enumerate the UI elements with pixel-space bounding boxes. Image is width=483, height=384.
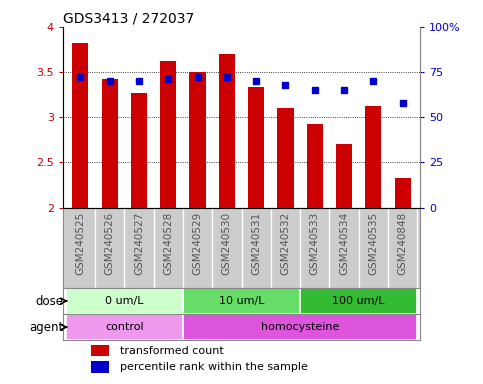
Bar	[101, 79, 118, 208]
Text: GSM240527: GSM240527	[134, 212, 144, 275]
Bar	[189, 72, 206, 208]
Text: homocysteine: homocysteine	[261, 322, 339, 332]
Bar	[91, 361, 109, 373]
Bar	[66, 288, 183, 314]
Bar	[183, 288, 300, 314]
Text: GSM240848: GSM240848	[398, 212, 408, 275]
Text: GSM240531: GSM240531	[251, 212, 261, 275]
Text: GSM240529: GSM240529	[193, 212, 202, 275]
Bar	[395, 178, 411, 208]
Text: control: control	[105, 322, 143, 332]
Text: GSM240533: GSM240533	[310, 212, 320, 275]
Bar	[365, 106, 382, 208]
Bar	[336, 144, 352, 208]
Text: dose: dose	[35, 295, 63, 308]
Bar	[277, 108, 294, 208]
Bar	[72, 43, 88, 208]
Text: GSM240528: GSM240528	[163, 212, 173, 275]
Text: 10 um/L: 10 um/L	[219, 296, 264, 306]
Text: percentile rank within the sample: percentile rank within the sample	[120, 362, 308, 372]
Bar	[183, 314, 417, 340]
Text: GSM240526: GSM240526	[105, 212, 114, 275]
Text: GDS3413 / 272037: GDS3413 / 272037	[63, 12, 194, 26]
Bar	[307, 124, 323, 208]
Bar	[219, 54, 235, 208]
Bar	[248, 88, 264, 208]
Text: GSM240532: GSM240532	[281, 212, 290, 275]
Bar	[91, 345, 109, 356]
Text: 0 um/L: 0 um/L	[105, 296, 143, 306]
Text: GSM240530: GSM240530	[222, 212, 232, 275]
Text: 100 um/L: 100 um/L	[332, 296, 385, 306]
Bar	[131, 93, 147, 208]
Text: transformed count: transformed count	[120, 346, 224, 356]
Bar	[160, 61, 176, 208]
Bar	[66, 314, 183, 340]
Text: GSM240535: GSM240535	[369, 212, 378, 275]
Text: GSM240525: GSM240525	[75, 212, 85, 275]
Bar	[300, 288, 417, 314]
Text: GSM240534: GSM240534	[339, 212, 349, 275]
Text: agent: agent	[29, 321, 63, 334]
